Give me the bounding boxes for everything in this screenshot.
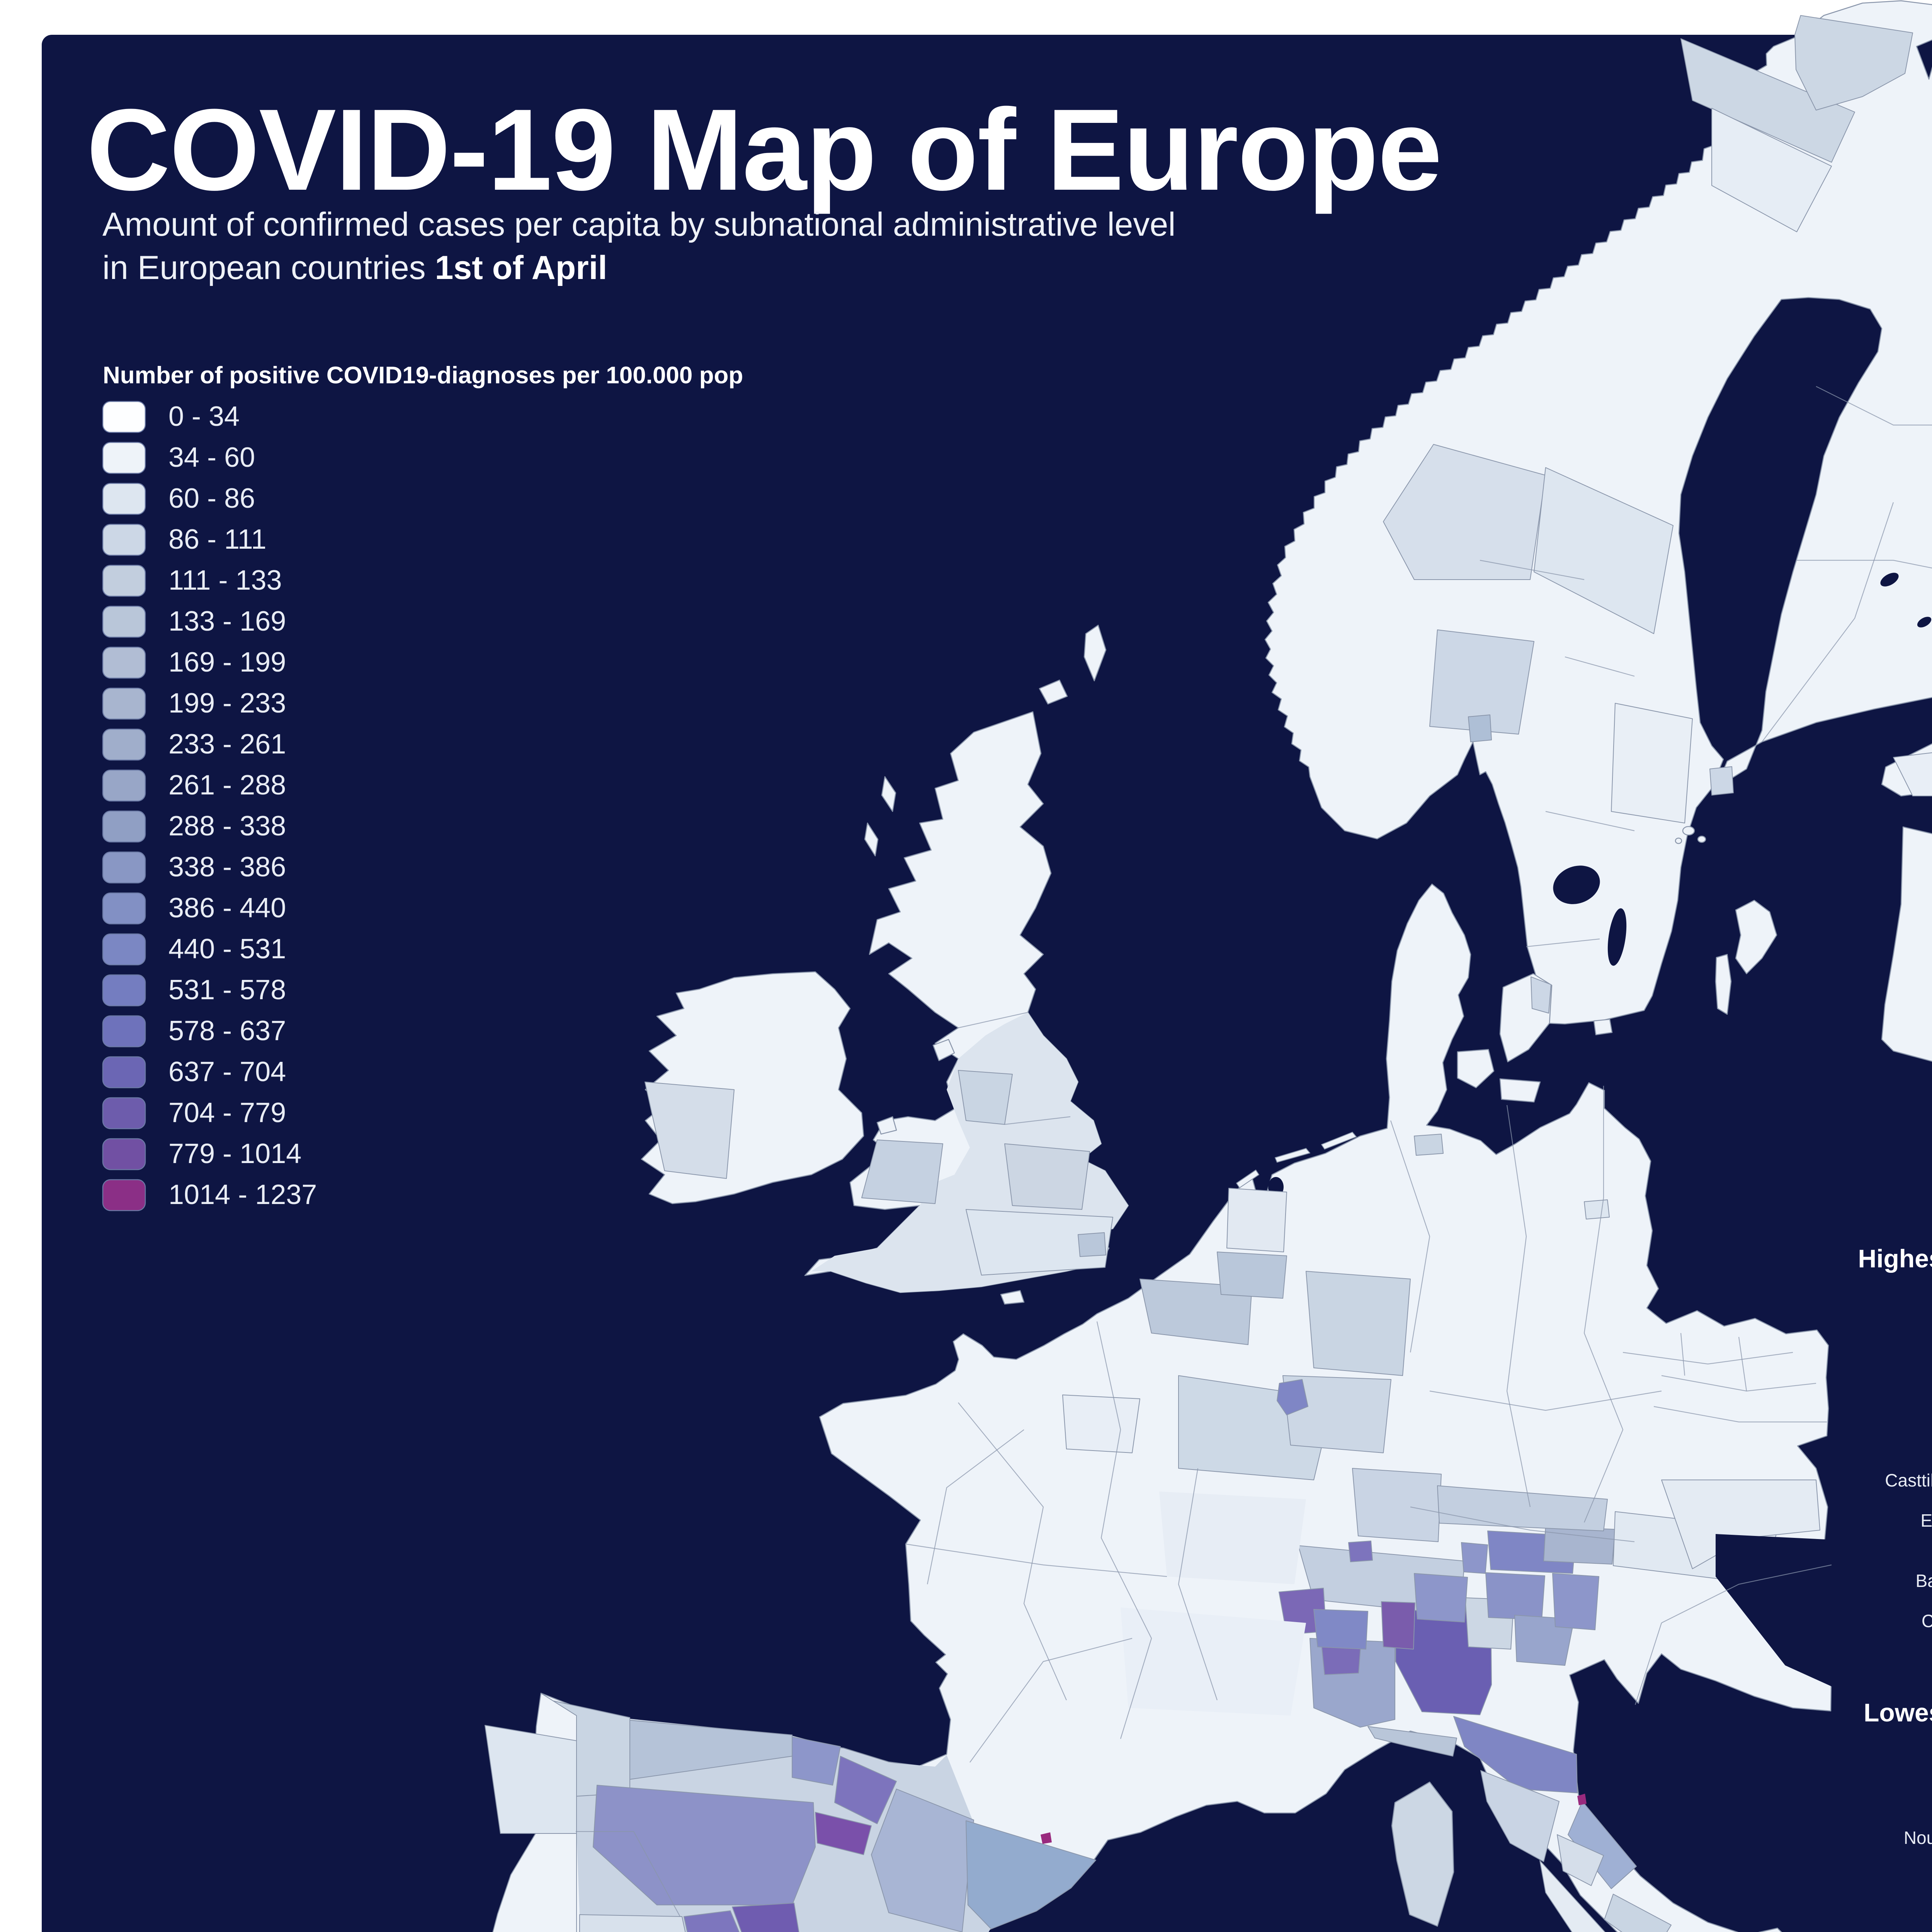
svg-text:in European countries 1st of A: in European countries 1st of April — [102, 249, 607, 286]
svg-text:Casttille y Leon (SP) 285,3: Casttille y Leon (SP) 285,3 — [1922, 1611, 1932, 1631]
svg-text:637 - 704: 637 - 704 — [168, 1056, 286, 1087]
svg-text:Nouvelle-Aquitaine (FR) 15,3: Nouvelle-Aquitaine (FR) 15,3 — [1904, 1828, 1932, 1848]
svg-text:86 - 111: 86 - 111 — [168, 524, 267, 555]
svg-text:386 - 440: 386 - 440 — [168, 893, 286, 923]
svg-text:133 - 169: 133 - 169 — [168, 606, 286, 637]
svg-text:288 - 338: 288 - 338 — [168, 811, 286, 842]
svg-text:Emilia Romagna (IT) 331,6: Emilia Romagna (IT) 331,6 — [1920, 1510, 1932, 1531]
svg-text:Highest rate per capita: Highest rate per capita — [1858, 1244, 1932, 1273]
svg-text:261 - 288: 261 - 288 — [168, 770, 286, 801]
svg-text:34 - 60: 34 - 60 — [168, 442, 255, 473]
svg-text:233 - 261: 233 - 261 — [168, 729, 286, 760]
svg-text:Number of positive COVID19-dia: Number of positive COVID19-diagnoses per… — [103, 362, 743, 389]
svg-text:Basque Country (SP) 310,9: Basque Country (SP) 310,9 — [1915, 1571, 1932, 1591]
svg-text:1014 - 1237: 1014 - 1237 — [168, 1179, 317, 1210]
svg-text:440 - 531: 440 - 531 — [168, 934, 286, 964]
svg-text:South Bohemia (CZ) 16,5: South Bohemia (CZ) 16,5 — [1931, 1848, 1932, 1868]
svg-text:779 - 1014: 779 - 1014 — [168, 1138, 301, 1169]
svg-text:COVID-19 Map of Europe: COVID-19 Map of Europe — [87, 85, 1441, 215]
svg-text:60 - 86: 60 - 86 — [168, 483, 255, 514]
svg-text:531 - 578: 531 - 578 — [168, 975, 286, 1005]
svg-text:338 - 386: 338 - 386 — [168, 852, 286, 883]
svg-text:Casttilla-La-Mancha (SP) 346,7: Casttilla-La-Mancha (SP) 346,7 — [1885, 1470, 1932, 1490]
svg-text:Lowest rate per capita: Lowest rate per capita — [1864, 1698, 1932, 1727]
svg-text:0 - 34: 0 - 34 — [168, 401, 240, 432]
svg-text:169 - 199: 169 - 199 — [168, 647, 286, 678]
svg-text:704 - 779: 704 - 779 — [168, 1097, 286, 1128]
svg-text:111 - 133: 111 - 133 — [168, 565, 282, 596]
svg-text:199 - 233: 199 - 233 — [168, 688, 286, 719]
svg-text:Amount of confirmed cases per: Amount of confirmed cases per capita by … — [102, 206, 1175, 243]
svg-text:578 - 637: 578 - 637 — [168, 1015, 286, 1046]
